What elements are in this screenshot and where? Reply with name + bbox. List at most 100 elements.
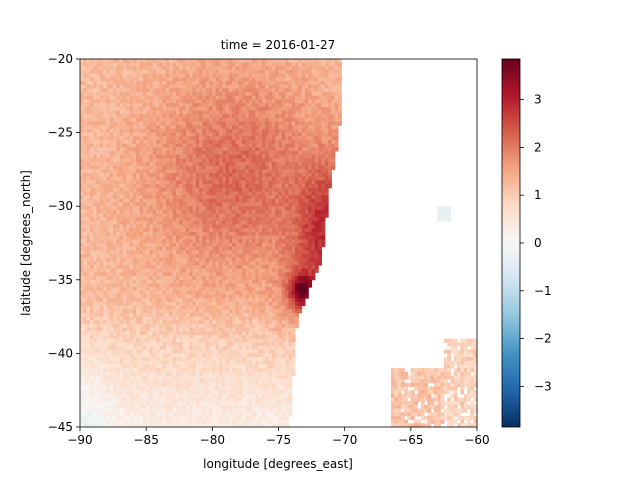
heatmap-cell xyxy=(261,110,266,115)
heatmap-cell xyxy=(278,165,283,170)
heatmap-cell xyxy=(232,268,236,273)
heatmap-cell xyxy=(159,81,164,86)
heatmap-cell xyxy=(225,125,230,130)
heatmap-cell xyxy=(192,117,197,123)
heatmap-cell xyxy=(99,239,104,244)
heatmap-cell xyxy=(166,92,170,97)
heatmap-cell xyxy=(298,254,303,259)
heatmap-cell xyxy=(166,187,170,192)
heatmap-cell xyxy=(96,265,101,270)
heatmap-cell xyxy=(96,132,101,137)
heatmap-cell xyxy=(139,81,144,86)
heatmap-cell xyxy=(271,110,276,115)
heatmap-cell xyxy=(285,279,289,284)
heatmap-cell xyxy=(245,224,250,229)
heatmap-cell xyxy=(308,250,313,255)
heatmap-cell xyxy=(228,180,233,185)
heatmap-cell xyxy=(89,59,94,64)
heatmap-cell xyxy=(146,62,150,67)
heatmap-cell xyxy=(311,265,316,270)
heatmap-cell xyxy=(116,198,121,204)
heatmap-cell xyxy=(238,169,243,174)
heatmap-cell xyxy=(83,272,88,277)
heatmap-cell xyxy=(285,180,289,185)
heatmap-cell xyxy=(159,125,164,130)
heatmap-cell xyxy=(314,158,319,163)
heatmap-cell xyxy=(258,165,263,170)
heatmap-cell xyxy=(126,81,131,86)
heatmap-cell xyxy=(242,99,246,104)
heatmap-cell xyxy=(301,81,306,86)
heatmap-cell xyxy=(238,257,243,262)
heatmap-cell xyxy=(255,92,260,97)
heatmap-cell xyxy=(238,139,243,145)
heatmap-cell xyxy=(149,103,154,108)
heatmap-cell xyxy=(126,272,131,277)
heatmap-cell xyxy=(99,257,104,262)
heatmap-cell xyxy=(268,84,273,89)
heatmap-cell xyxy=(99,121,104,126)
heatmap-cell xyxy=(99,202,104,207)
heatmap-cell xyxy=(242,272,246,277)
heatmap-cell xyxy=(83,239,88,244)
heatmap-cell xyxy=(103,187,107,192)
heatmap-cell xyxy=(179,117,184,123)
heatmap-cell xyxy=(225,276,230,281)
heatmap-cell xyxy=(179,294,184,299)
heatmap-cell xyxy=(324,162,329,167)
heatmap-cell xyxy=(146,88,150,93)
heatmap-cell xyxy=(202,265,207,270)
heatmap-cell xyxy=(258,213,263,218)
heatmap-cell xyxy=(159,143,164,148)
heatmap-cell xyxy=(136,165,141,170)
heatmap-cell xyxy=(189,84,193,89)
heatmap-cell xyxy=(199,73,203,78)
heatmap-cell xyxy=(281,77,286,82)
heatmap-cell xyxy=(255,99,260,104)
heatmap-cell xyxy=(311,272,316,277)
heatmap-cell xyxy=(126,268,131,273)
heatmap-cell xyxy=(179,239,184,244)
heatmap-cell xyxy=(205,73,210,78)
heatmap-cell xyxy=(159,169,164,174)
heatmap-cell xyxy=(281,158,286,163)
heatmap-cell xyxy=(166,158,170,163)
heatmap-cell xyxy=(172,84,177,89)
heatmap-cell xyxy=(222,169,227,174)
heatmap-cell xyxy=(252,176,256,181)
heatmap-cell xyxy=(304,169,309,174)
heatmap-cell xyxy=(278,213,283,218)
heatmap-cell xyxy=(218,158,223,163)
heatmap-cell xyxy=(86,217,91,222)
heatmap-cell xyxy=(166,250,170,255)
heatmap-cell xyxy=(189,202,193,207)
heatmap-cell xyxy=(288,231,293,237)
heatmap-cell xyxy=(311,202,316,207)
heatmap-cell xyxy=(166,143,170,148)
heatmap-cell xyxy=(295,279,299,284)
heatmap-cell xyxy=(116,294,121,299)
heatmap-cell xyxy=(80,198,84,204)
heatmap-cell xyxy=(301,162,306,167)
heatmap-cell xyxy=(218,88,223,93)
heatmap-cell xyxy=(89,213,94,218)
heatmap-cell xyxy=(149,92,154,97)
heatmap-cell xyxy=(106,209,111,215)
heatmap-cell xyxy=(298,136,303,141)
heatmap-cell xyxy=(86,132,91,137)
heatmap-cell xyxy=(255,206,260,211)
heatmap-cell xyxy=(222,77,227,82)
heatmap-cell xyxy=(268,66,273,71)
heatmap-cell xyxy=(245,191,250,196)
heatmap-cell xyxy=(129,114,134,119)
heatmap-cell xyxy=(255,169,260,174)
heatmap-cell xyxy=(89,228,94,233)
heatmap-cell xyxy=(132,176,137,181)
heatmap-cell xyxy=(159,250,164,255)
heatmap-cell xyxy=(149,217,154,222)
heatmap-cell xyxy=(199,246,203,251)
heatmap-cell xyxy=(255,103,260,108)
heatmap-cell xyxy=(295,110,299,115)
heatmap-cell xyxy=(132,224,137,229)
